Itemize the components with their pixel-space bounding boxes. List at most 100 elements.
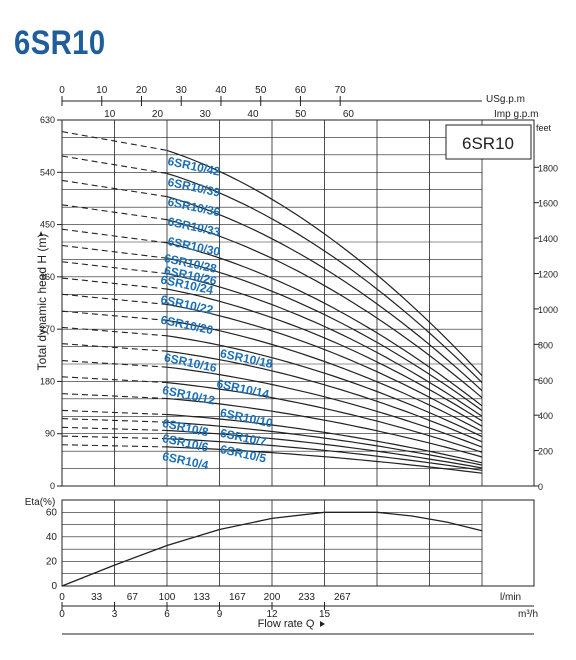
top-axis-impgpm-tick-label: 60 xyxy=(343,109,355,120)
x-axis-lmin-tick-label: 200 xyxy=(264,592,281,603)
y-axis-label: Total dynamic head H (m) xyxy=(35,234,49,371)
x-axis-m3h-tick-label: 0 xyxy=(59,609,65,620)
left-axis-tick-label: 360 xyxy=(40,272,55,282)
top-axis-usgpm-tick-label: 0 xyxy=(59,85,65,96)
left-axis-tick-label: 270 xyxy=(40,324,55,334)
curve-dashed-segment xyxy=(61,418,168,423)
top-axis-usgpm-tick-label: 10 xyxy=(96,85,108,96)
curve-dashed-segment xyxy=(61,310,168,321)
left-axis-tick-label: 540 xyxy=(40,167,55,177)
right-axis-unit-label: feet xyxy=(536,123,552,133)
left-axis-tick-label: 90 xyxy=(45,429,55,439)
x-axis-lmin-tick-label: 33 xyxy=(91,592,103,603)
curve-dashed-segment xyxy=(61,376,168,384)
top-axis-usgpm-tick-label: 20 xyxy=(136,85,148,96)
head-chart-frame xyxy=(61,119,535,487)
model-name-box xyxy=(445,124,532,160)
top-axis-impgpm-tick-label: 40 xyxy=(247,109,259,120)
performance-curve-6SR10-24 xyxy=(166,288,483,422)
performance-curve-6SR10-5 xyxy=(166,438,483,471)
curve-label: 6SR10/12 xyxy=(161,383,216,408)
x-axis-m3h-tick-label: 15 xyxy=(319,609,331,620)
left-axis-tick-label: 180 xyxy=(40,376,55,386)
right-axis-tick-label: 1000 xyxy=(538,305,558,315)
eta-axis-tick-label: 60 xyxy=(46,507,58,518)
right-axis-tick-label: 200 xyxy=(538,447,553,457)
performance-curve-6SR10-42 xyxy=(166,149,483,377)
top-axis-impgpm-tick-label: 30 xyxy=(200,109,212,120)
top-axis-usgpm-unit: USg.p.m xyxy=(486,94,525,105)
performance-curve-6SR10-20 xyxy=(166,319,483,432)
efficiency-curve xyxy=(61,511,483,587)
top-axis-impgpm-tick-label: 10 xyxy=(104,109,116,120)
x-axis-lmin-unit: l/min xyxy=(500,592,521,603)
performance-curve-6SR10-39 xyxy=(166,172,483,384)
x-axis-lmin-tick-label: 267 xyxy=(334,592,351,603)
x-axis-lmin-tick-label: 100 xyxy=(159,592,176,603)
top-axis-usgpm-tick-label: 30 xyxy=(176,85,188,96)
performance-curve-6SR10-6 xyxy=(166,429,483,469)
page-title: 6SR10 xyxy=(14,24,106,62)
curve-dashed-segment xyxy=(61,393,168,400)
curve-dashed-segment xyxy=(61,426,168,432)
x-axis-lmin-tick-label: 133 xyxy=(193,592,210,603)
curve-dashed-segment xyxy=(61,244,168,259)
curve-dashed-segment xyxy=(61,277,168,290)
curve-dashed-segment xyxy=(61,444,168,448)
x-axis-lmin-tick-label: 167 xyxy=(229,592,246,603)
curve-dashed-segment xyxy=(61,293,168,305)
x-axis-lmin-tick-label: 67 xyxy=(127,592,139,603)
top-axis-impgpm-tick-label: 20 xyxy=(152,109,164,120)
right-axis-tick-label: 1200 xyxy=(538,270,558,280)
right-axis-tick-label: 1800 xyxy=(538,163,558,173)
performance-curve-6SR10-33 xyxy=(166,219,483,399)
top-axis-usgpm-tick-label: 40 xyxy=(215,85,227,96)
y-axis-arrow-icon xyxy=(39,231,43,236)
performance-curve-6SR10-10 xyxy=(166,397,483,458)
performance-curve-6SR10-7 xyxy=(166,421,483,466)
top-axis-usgpm-tick-label: 70 xyxy=(335,85,347,96)
curve-dashed-segment xyxy=(61,435,168,440)
performance-curve-6SR10-16 xyxy=(166,350,483,443)
curve-label: 6SR10/14 xyxy=(215,376,270,401)
curve-dashed-segment xyxy=(61,326,168,337)
top-axis-impgpm-unit: Imp g.p.m xyxy=(494,109,538,120)
right-axis-tick-label: 800 xyxy=(538,340,553,350)
curve-dashed-segment xyxy=(61,359,168,368)
curve-dashed-segment xyxy=(61,228,168,244)
right-axis-tick-label: 400 xyxy=(538,411,553,421)
curve-dashed-segment xyxy=(61,204,168,221)
performance-curve-6SR10-22 xyxy=(166,303,483,427)
performance-curve-6SR10-4 xyxy=(166,446,483,474)
model-name-box-label: 6SR10 xyxy=(462,134,514,153)
performance-curve-6SR10-36 xyxy=(166,196,483,392)
top-axis-usgpm-tick-label: 50 xyxy=(255,85,267,96)
curve-dashed-segment xyxy=(61,131,168,151)
eta-chart-frame xyxy=(61,499,535,587)
performance-curve-6SR10-8 xyxy=(166,413,483,464)
eta-axis-tick-label: 0 xyxy=(51,581,57,592)
right-axis-tick-label: 0 xyxy=(538,482,543,492)
top-axis-usgpm-tick-label: 60 xyxy=(295,85,307,96)
x-axis-m3h-tick-label: 12 xyxy=(266,609,278,620)
x-axis-lmin-tick-label: 0 xyxy=(59,592,65,603)
curve-label: 6SR10/20 xyxy=(159,313,214,338)
curve-dashed-segment xyxy=(61,343,168,352)
performance-curve-6SR10-18 xyxy=(166,335,483,438)
performance-curve-6SR10-26 xyxy=(166,273,483,417)
curve-dashed-segment xyxy=(61,409,168,416)
top-axis-impgpm-tick-label: 50 xyxy=(295,109,307,120)
eta-axis-tick-label: 20 xyxy=(46,556,58,567)
x-axis-m3h-tick-label: 3 xyxy=(112,609,118,620)
eta-axis-tick-label: 40 xyxy=(46,532,58,543)
performance-curve-6SR10-14 xyxy=(166,366,483,448)
curve-label: 6SR10/18 xyxy=(219,346,274,371)
performance-curve-6SR10-12 xyxy=(166,382,483,453)
x-axis-m3h-tick-label: 6 xyxy=(164,609,170,620)
right-axis-tick-label: 1400 xyxy=(538,234,558,244)
x-axis-m3h-tick-label: 9 xyxy=(217,609,223,620)
performance-curve-6SR10-30 xyxy=(166,242,483,407)
x-axis-label: Flow rate Q xyxy=(258,618,315,630)
performance-curve-6SR10-28 xyxy=(166,257,483,411)
right-axis-tick-label: 600 xyxy=(538,376,553,386)
